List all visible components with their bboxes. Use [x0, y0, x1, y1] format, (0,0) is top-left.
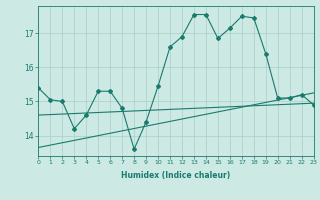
- X-axis label: Humidex (Indice chaleur): Humidex (Indice chaleur): [121, 171, 231, 180]
